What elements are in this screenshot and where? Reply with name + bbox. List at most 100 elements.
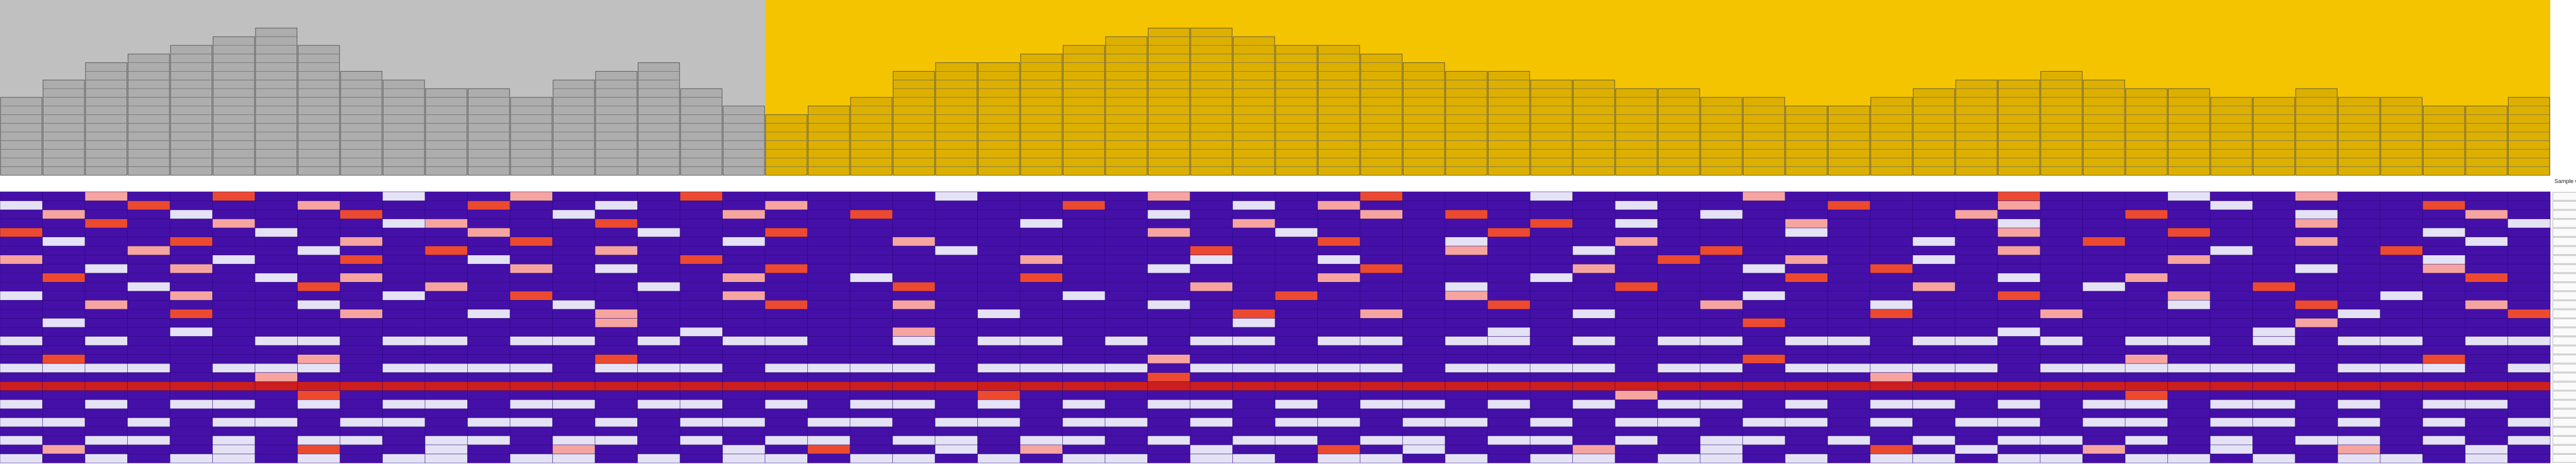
heatmap-cell bbox=[1190, 201, 1233, 210]
heatmap-cell bbox=[467, 255, 511, 264]
heatmap-cell bbox=[2465, 291, 2508, 301]
heatmap-cell bbox=[2082, 227, 2126, 237]
heatmap-cell bbox=[467, 327, 511, 337]
heatmap-cell bbox=[2295, 336, 2338, 346]
heatmap-cell bbox=[2125, 291, 2168, 301]
heatmap-cell bbox=[127, 444, 171, 454]
heatmap-cell bbox=[2465, 345, 2508, 355]
heatmap-cell bbox=[1275, 426, 1318, 436]
heatmap-cell bbox=[42, 345, 86, 355]
heatmap-cell bbox=[297, 209, 341, 219]
heatmap-cell bbox=[722, 336, 766, 346]
heatmap-cell bbox=[1700, 309, 1743, 319]
heatmap-cell bbox=[212, 372, 256, 382]
heatmap-cell bbox=[1785, 399, 1828, 409]
heatmap-cell bbox=[1912, 426, 1956, 436]
heatmap-cell bbox=[1062, 219, 1106, 228]
heatmap-cell bbox=[935, 255, 978, 264]
heatmap-cell bbox=[340, 291, 383, 301]
heatmap-cell bbox=[595, 354, 638, 364]
heatmap-cell bbox=[0, 345, 43, 355]
heatmap-cell bbox=[1657, 426, 1701, 436]
heatmap-cell bbox=[892, 273, 936, 283]
heatmap-cell bbox=[2465, 219, 2508, 228]
heatmap-cell bbox=[255, 408, 298, 418]
heatmap-cell bbox=[2125, 237, 2168, 246]
heatmap-cell bbox=[2295, 454, 2338, 463]
heatmap-cell bbox=[1700, 381, 1743, 391]
heatmap-cell bbox=[807, 327, 851, 337]
heatmap-cell bbox=[212, 309, 256, 319]
heatmap-cell bbox=[297, 282, 341, 292]
heatmap-cell bbox=[1997, 309, 2041, 319]
heatmap-cell bbox=[2040, 255, 2083, 264]
heatmap-cell bbox=[1062, 444, 1106, 454]
heatmap-cell bbox=[552, 372, 596, 382]
heatmap-cell bbox=[850, 381, 893, 391]
row-label-box bbox=[2552, 337, 2576, 345]
heatmap-cell bbox=[1572, 318, 1616, 328]
heatmap-cell bbox=[1445, 237, 1488, 246]
heatmap-cell bbox=[1870, 408, 1913, 418]
heatmap-cell bbox=[892, 263, 936, 274]
heatmap-cell bbox=[255, 237, 298, 246]
heatmap-cell bbox=[2507, 219, 2551, 228]
heatmap-cell bbox=[1700, 209, 1743, 219]
heatmap-cell bbox=[1190, 363, 1233, 373]
heatmap-cell bbox=[1190, 273, 1233, 283]
heatmap-cell bbox=[255, 418, 298, 427]
heatmap-cell bbox=[1062, 309, 1106, 319]
heatmap-cell bbox=[2507, 336, 2551, 346]
heatmap-cell bbox=[510, 436, 553, 445]
heatmap-cell bbox=[42, 291, 86, 301]
heatmap-cell bbox=[170, 263, 213, 274]
heatmap-cell bbox=[1360, 219, 1403, 228]
heatmap-cell bbox=[637, 201, 681, 210]
heatmap-cell bbox=[255, 219, 298, 228]
heatmap-cell bbox=[1317, 408, 1361, 418]
heatmap-cell bbox=[1572, 354, 1616, 364]
heatmap-cell bbox=[1360, 444, 1403, 454]
heatmap-cell bbox=[1870, 219, 1913, 228]
heatmap-cell bbox=[297, 418, 341, 427]
heatmap-cell bbox=[1700, 318, 1743, 328]
heatmap-cell bbox=[1190, 318, 1233, 328]
heatmap-cell bbox=[1445, 399, 1488, 409]
legend-title: Sample Columns bbox=[2554, 178, 2576, 185]
heatmap-cell bbox=[170, 201, 213, 210]
heatmap-cell bbox=[2125, 255, 2168, 264]
heatmap-cell bbox=[2295, 273, 2338, 283]
heatmap-cell bbox=[1827, 273, 1871, 283]
heatmap-cell bbox=[1657, 191, 1701, 201]
bar bbox=[1148, 27, 1190, 176]
heatmap-cell bbox=[1190, 354, 1233, 364]
heatmap-cell bbox=[2337, 255, 2381, 264]
row-label-box bbox=[2552, 228, 2576, 237]
heatmap-cell bbox=[1955, 227, 1998, 237]
heatmap-cell bbox=[2507, 418, 2551, 427]
heatmap-cell bbox=[212, 255, 256, 264]
heatmap-cell bbox=[1912, 436, 1956, 445]
heatmap-cell bbox=[170, 381, 213, 391]
heatmap-cell bbox=[850, 372, 893, 382]
heatmap-cell bbox=[425, 327, 468, 337]
heatmap-cell bbox=[127, 219, 171, 228]
heatmap-cell bbox=[2507, 209, 2551, 219]
heatmap-cell bbox=[1572, 381, 1616, 391]
heatmap-cell bbox=[1870, 300, 1913, 310]
heatmap-cell bbox=[1105, 418, 1148, 427]
heatmap-cell bbox=[84, 390, 128, 400]
heatmap-cell bbox=[84, 237, 128, 246]
row-label-box bbox=[2552, 301, 2576, 309]
heatmap-cell bbox=[425, 219, 468, 228]
heatmap-cell bbox=[1317, 309, 1361, 319]
heatmap-cell bbox=[0, 363, 43, 373]
heatmap-cell bbox=[2465, 354, 2508, 364]
heatmap-cell bbox=[2252, 273, 2296, 283]
heatmap-cell bbox=[935, 399, 978, 409]
heatmap-cell bbox=[84, 426, 128, 436]
heatmap-cell bbox=[935, 237, 978, 246]
heatmap-cell bbox=[892, 209, 936, 219]
heatmap-cell bbox=[1275, 318, 1318, 328]
heatmap-cell bbox=[0, 300, 43, 310]
